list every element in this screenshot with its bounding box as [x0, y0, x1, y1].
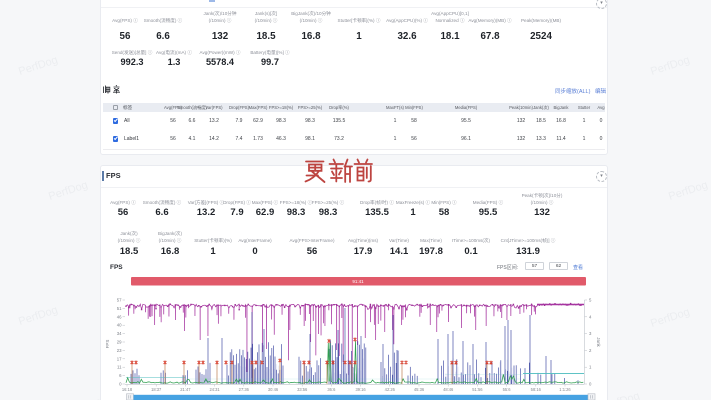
svg-text:21:47: 21:47 [180, 387, 191, 392]
svg-text:24:31: 24:31 [209, 387, 220, 392]
svg-text:45:36: 45:36 [414, 387, 425, 392]
svg-text:16:18: 16:18 [122, 387, 133, 392]
svg-text:30:46: 30:46 [268, 387, 279, 392]
svg-text:51: 51 [117, 306, 122, 311]
svg-text:55:6: 55:6 [503, 387, 512, 392]
svg-text:Jank: Jank [596, 337, 601, 347]
svg-text:11: 11 [117, 365, 122, 370]
svg-text:42:26: 42:26 [385, 387, 396, 392]
svg-text:36:6: 36:6 [327, 387, 336, 392]
svg-text:57: 57 [117, 298, 122, 303]
svg-text:3: 3 [589, 331, 592, 336]
svg-text:27:36: 27:36 [239, 387, 250, 392]
svg-text:34: 34 [117, 331, 122, 336]
svg-text:6: 6 [119, 373, 122, 378]
svg-text:17: 17 [117, 356, 122, 361]
svg-text:1: 1 [589, 365, 592, 370]
svg-text:33:56: 33:56 [297, 387, 308, 392]
svg-text:48:46: 48:46 [443, 387, 454, 392]
svg-text:0: 0 [589, 382, 592, 387]
svg-text:58:16: 58:16 [531, 387, 542, 392]
svg-text:40: 40 [117, 323, 122, 328]
svg-text:1:1:26: 1:1:26 [559, 387, 571, 392]
svg-text:39:16: 39:16 [355, 387, 366, 392]
svg-text:4: 4 [589, 314, 592, 319]
svg-text:FPS: FPS [105, 340, 110, 349]
svg-text:46: 46 [117, 314, 122, 319]
svg-text:91:41: 91:41 [352, 279, 364, 284]
svg-text:23: 23 [117, 348, 122, 353]
svg-text:29: 29 [117, 340, 122, 345]
svg-text:5: 5 [589, 298, 592, 303]
svg-text:51:56: 51:56 [472, 387, 483, 392]
svg-text:18:37: 18:37 [151, 387, 162, 392]
svg-text:2: 2 [589, 348, 592, 353]
svg-text:0: 0 [119, 382, 122, 387]
